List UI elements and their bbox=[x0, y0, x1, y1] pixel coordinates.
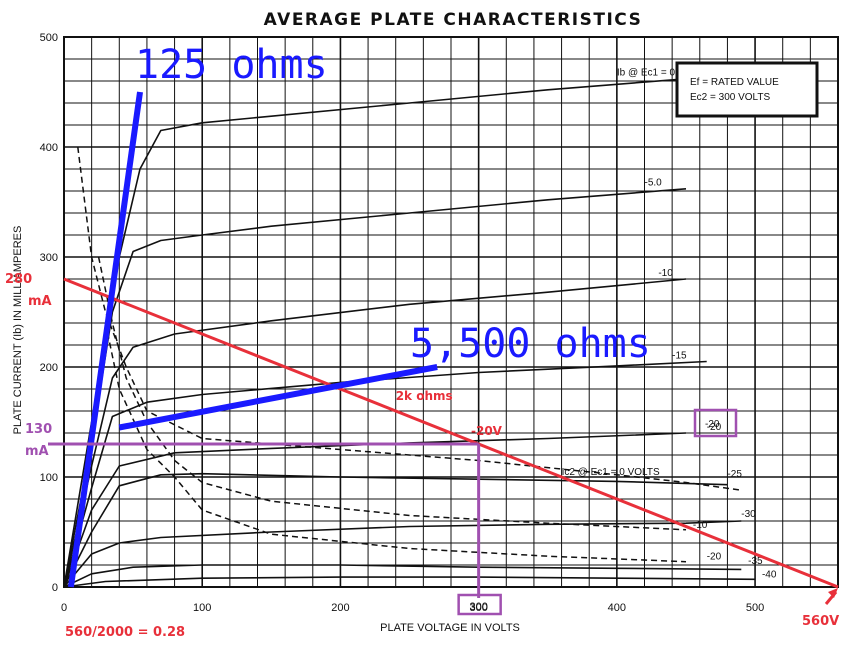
curve-label: -30 bbox=[741, 509, 756, 520]
plate-curve bbox=[63, 360, 707, 588]
screen-curve-label: Ic2 @ Ec1 = 0 VOLTS bbox=[562, 467, 660, 478]
curve-label: -15 bbox=[672, 350, 687, 361]
dc-resistance-label: 125 ohms bbox=[135, 42, 328, 88]
dc-resistance-line bbox=[67, 91, 143, 588]
q-point-y-label-bottom: mA bbox=[25, 444, 49, 459]
y-tick-labels: 0 100 200 300 400 500 bbox=[40, 32, 58, 594]
y-tick-label: 300 bbox=[40, 252, 58, 264]
x-tick-label: 100 bbox=[193, 602, 211, 614]
curve-label: Ib @ Ec1 = 0 VOLTS bbox=[617, 68, 710, 79]
ac-resistance-line bbox=[118, 364, 438, 431]
y-axis-label: PLATE CURRENT (Ib) IN MILLIAMPERES bbox=[12, 226, 24, 435]
screen-curve-label: -10 bbox=[693, 520, 708, 531]
q-point-x-box bbox=[457, 593, 502, 616]
q-point-curve-box bbox=[693, 408, 738, 438]
screen-curve-label: -20 bbox=[707, 552, 722, 563]
annotations: 2k ohms 125 ohms 5,500 ohms 300 -20 130 mA -20V… bbox=[5, 42, 839, 640]
x-axis-label: PLATE VOLTAGE IN VOLTS bbox=[380, 622, 520, 634]
plate-curve bbox=[63, 520, 742, 588]
y-tick-label: 200 bbox=[40, 362, 58, 374]
load-line bbox=[63, 277, 839, 589]
curve-label: -25 bbox=[727, 469, 742, 480]
plate-curve bbox=[63, 564, 742, 588]
plate-curve bbox=[63, 576, 756, 588]
x-tick-label: 300 bbox=[469, 602, 487, 614]
y-tick-label: 500 bbox=[40, 32, 58, 44]
q-point-curve-label: -20 bbox=[705, 419, 720, 430]
y-intercept-label-top: 280 bbox=[5, 272, 32, 287]
x-tick-labels: 0 100 200 300 400 500 bbox=[61, 602, 764, 614]
y-intercept-label-bottom: mA bbox=[28, 294, 52, 309]
formula-label: 560/2000 = 0.28 bbox=[65, 625, 185, 640]
screen-curve bbox=[77, 146, 742, 491]
x-tick-label: 500 bbox=[746, 602, 764, 614]
curve-label: -5.0 bbox=[645, 178, 663, 189]
curve-label: -40 bbox=[762, 569, 777, 580]
screen-curve bbox=[97, 256, 687, 531]
plot-frame bbox=[63, 36, 839, 588]
y-tick-label: 0 bbox=[52, 582, 58, 594]
curve-label: -10 bbox=[658, 268, 673, 279]
x-tick-label: 200 bbox=[331, 602, 349, 614]
q-point-y-label-top: 130 bbox=[25, 422, 52, 437]
load-line-label: 2k ohms bbox=[396, 389, 453, 403]
bias-label: -20V bbox=[471, 424, 503, 438]
x-intercept-arrowhead bbox=[828, 588, 838, 598]
x-tick-label: 0 bbox=[61, 602, 67, 614]
legend-line-2: Ec2 = 300 VOLTS bbox=[690, 92, 770, 103]
grid bbox=[63, 36, 839, 588]
q-point-x-label: 300 bbox=[469, 601, 487, 613]
chart-title: AVERAGE PLATE CHARACTERISTICS bbox=[264, 10, 643, 30]
y-tick-label: 400 bbox=[40, 142, 58, 154]
legend-line-1: Ef = RATED VALUE bbox=[690, 77, 779, 88]
legend: Ef = RATED VALUE Ec2 = 300 VOLTS bbox=[675, 61, 819, 118]
x-intercept-label: 560V bbox=[802, 614, 839, 629]
x-tick-label: 400 bbox=[608, 602, 626, 614]
plate-curve bbox=[63, 278, 687, 588]
curve-label: -20 bbox=[707, 422, 722, 433]
y-tick-label: 100 bbox=[40, 472, 58, 484]
screen-curve bbox=[104, 322, 687, 563]
plate-curve bbox=[63, 432, 687, 588]
ac-resistance-label: 5,500 ohms bbox=[410, 321, 651, 367]
curve-label: -35 bbox=[748, 556, 763, 567]
